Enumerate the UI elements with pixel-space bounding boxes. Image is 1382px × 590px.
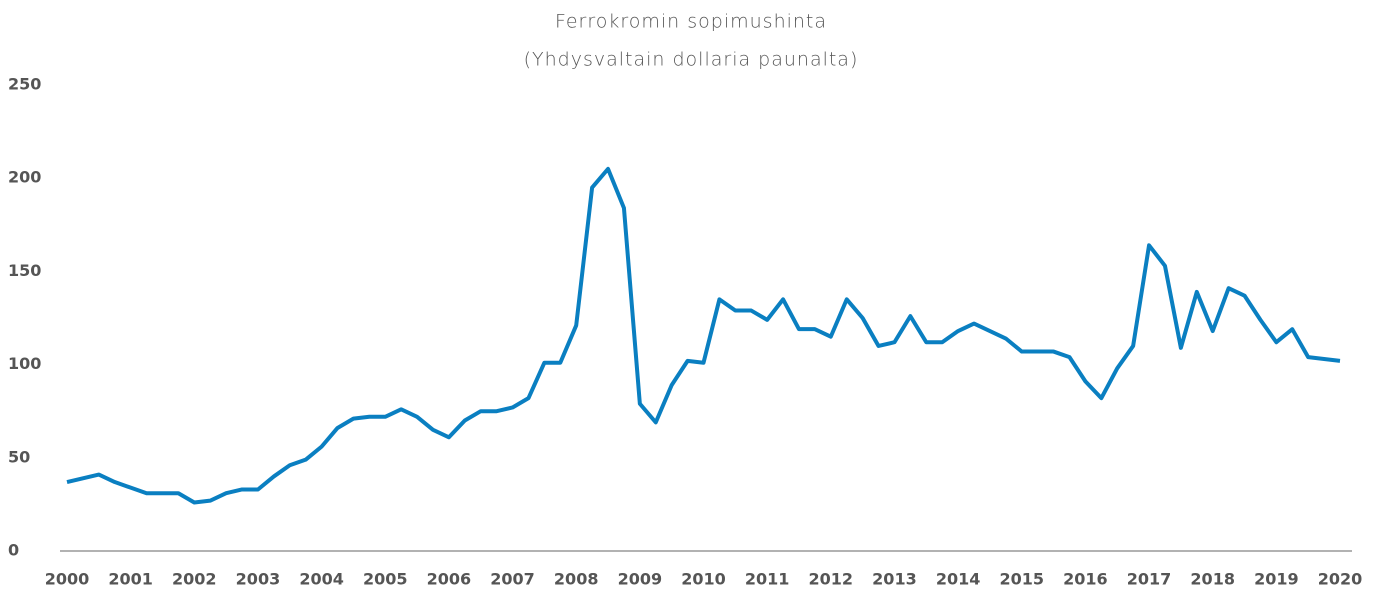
x-tick-label: 2005 bbox=[363, 570, 408, 589]
x-tick-label: 2001 bbox=[108, 570, 153, 589]
x-tick-label: 2014 bbox=[936, 570, 981, 589]
x-tick-label: 2006 bbox=[427, 570, 472, 589]
y-tick-label: 0 bbox=[8, 541, 19, 560]
chart-subtitle: (Yhdysvaltain dollaria paunalta) bbox=[524, 49, 859, 71]
y-tick-label: 150 bbox=[8, 261, 41, 280]
chart-title: Ferrokromin sopimushinta bbox=[555, 11, 827, 33]
x-tick-label: 2018 bbox=[1190, 570, 1235, 589]
x-tick-label: 2009 bbox=[618, 570, 663, 589]
x-tick-label: 2010 bbox=[681, 570, 726, 589]
x-tick-label: 2012 bbox=[809, 570, 854, 589]
x-tick-label: 2004 bbox=[299, 570, 344, 589]
x-tick-label: 2011 bbox=[745, 570, 790, 589]
x-tick-label: 2007 bbox=[490, 570, 535, 589]
x-tick-label: 2020 bbox=[1318, 570, 1363, 589]
y-tick-label: 250 bbox=[8, 75, 41, 94]
x-tick-label: 2008 bbox=[554, 570, 599, 589]
y-tick-label: 200 bbox=[8, 168, 41, 187]
x-tick-label: 2000 bbox=[45, 570, 90, 589]
x-tick-label: 2016 bbox=[1063, 570, 1108, 589]
x-tick-label: 2015 bbox=[999, 570, 1044, 589]
x-tick-label: 2003 bbox=[236, 570, 281, 589]
line-series bbox=[66, 166, 1341, 505]
x-tick-label: 2002 bbox=[172, 570, 217, 589]
y-tick-label: 50 bbox=[8, 447, 30, 466]
y-tick-label: 100 bbox=[8, 354, 41, 373]
x-tick-label: 2013 bbox=[872, 570, 917, 589]
x-tick-label: 2017 bbox=[1127, 570, 1172, 589]
x-tick-label: 2019 bbox=[1254, 570, 1299, 589]
